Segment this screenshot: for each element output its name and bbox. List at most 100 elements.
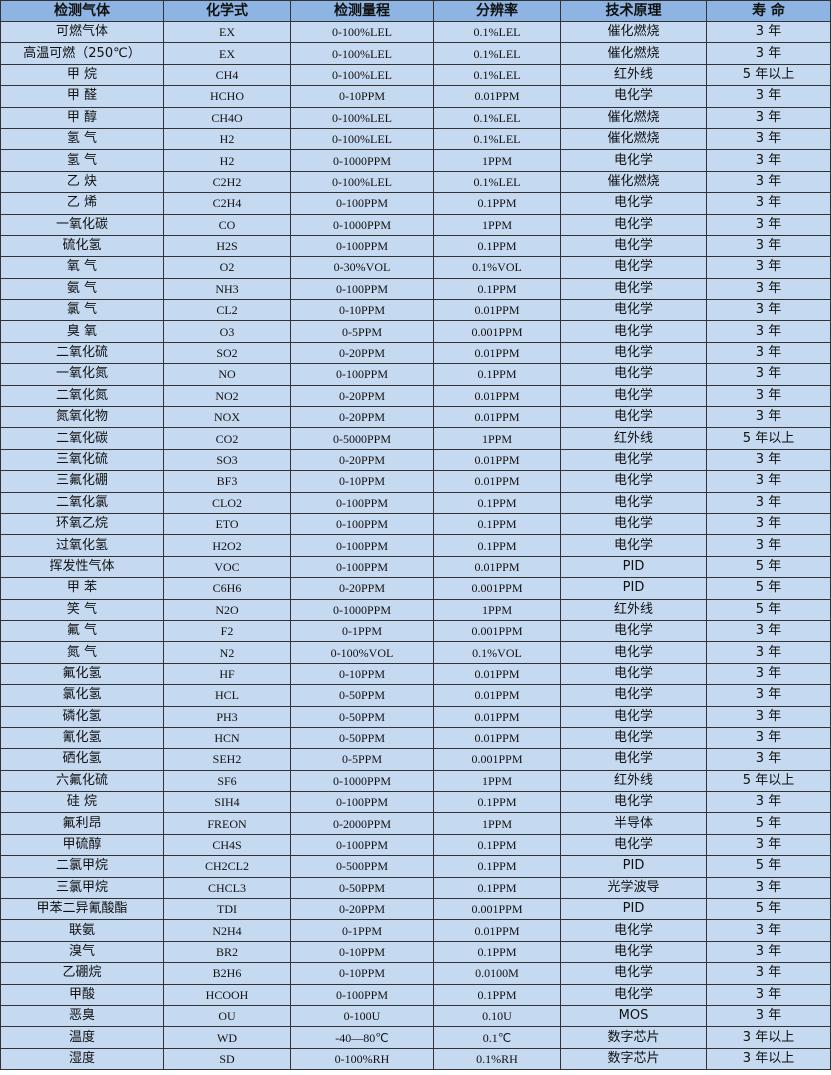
table-row: 二氯甲烷 CH2CL2 0-500PPM 0.1PPM PID 5 年 <box>0 855 831 878</box>
lifetime-cell: 3 年 <box>706 85 831 108</box>
table-row: 一氧化氮 NO 0-100PPM 0.1PPM 电化学 3 年 <box>0 363 831 386</box>
table-row: 二氧化氮 NO2 0-20PPM 0.01PPM 电化学 3 年 <box>0 384 831 408</box>
formula-cell: H2O2 <box>163 534 291 557</box>
table-row: 磷化氢 PH3 0-50PPM 0.01PPM 电化学 3 年 <box>0 705 831 728</box>
gas-cell: 硒化氢 <box>0 748 164 771</box>
principle-cell: 电化学 <box>560 662 707 686</box>
principle-cell: 红外线 <box>560 63 707 87</box>
formula-cell: SO3 <box>163 448 291 472</box>
range-cell: 0-100PPM <box>290 491 434 514</box>
lifetime-cell: 3 年 <box>706 213 831 236</box>
lifetime-cell: 3 年 <box>706 876 831 900</box>
formula-cell: O3 <box>163 320 291 343</box>
gas-cell: 湿度 <box>0 1047 164 1071</box>
gas-cell: 一氧化氮 <box>0 363 164 386</box>
resolution-cell: 0.1PPM <box>433 512 561 536</box>
lifetime-cell: 5 年以上 <box>706 427 831 450</box>
formula-cell: N2O <box>163 598 291 621</box>
range-cell: 0-20PPM <box>290 577 434 600</box>
gas-cell: 氟利昂 <box>0 812 164 835</box>
principle-cell: 催化燃烧 <box>560 127 707 151</box>
table-row: 湿度 SD 0-100%RH 0.1%RH 数字芯片 3 年以上 <box>0 1047 831 1071</box>
resolution-cell: 1PPM <box>433 598 561 621</box>
resolution-cell: 0.1PPM <box>433 234 561 258</box>
formula-cell: CHCL3 <box>163 876 291 900</box>
table-row: 一氧化碳 CO 0-1000PPM 1PPM 电化学 3 年 <box>0 213 831 236</box>
resolution-cell: 0.01PPM <box>433 470 561 493</box>
principle-cell: PID <box>560 555 707 579</box>
gas-cell: 溴气 <box>0 940 164 964</box>
table-row: 臭 氧 O3 0-5PPM 0.001PPM 电化学 3 年 <box>0 320 831 343</box>
formula-cell: N2 <box>163 641 291 664</box>
table-row: 可燃气体 EX 0-100%LEL 0.1%LEL 催化燃烧 3 年 <box>0 20 831 44</box>
formula-cell: NO2 <box>163 384 291 408</box>
lifetime-cell: 3 年 <box>706 705 831 728</box>
principle-cell: 电化学 <box>560 705 707 728</box>
formula-cell: TDI <box>163 898 291 921</box>
gas-cell: 氰化氢 <box>0 726 164 750</box>
range-cell: 0-100%VOL <box>290 641 434 664</box>
table-row: 环氧乙烷 ETO 0-100PPM 0.1PPM 电化学 3 年 <box>0 512 831 536</box>
range-cell: 0-2000PPM <box>290 812 434 835</box>
lifetime-cell: 3 年 <box>706 277 831 301</box>
range-cell: 0-20PPM <box>290 898 434 921</box>
principle-cell: PID <box>560 898 707 921</box>
table-row: 氯 气 CL2 0-10PPM 0.01PPM 电化学 3 年 <box>0 299 831 322</box>
gas-cell: 三氟化硼 <box>0 470 164 493</box>
principle-cell: 红外线 <box>560 769 707 793</box>
resolution-cell: 0.1PPM <box>433 940 561 964</box>
gas-cell: 联氨 <box>0 919 164 942</box>
gas-cell: 二氧化硫 <box>0 341 164 365</box>
resolution-cell: 0.01PPM <box>433 662 561 686</box>
resolution-cell: 0.01PPM <box>433 85 561 108</box>
principle-cell: 电化学 <box>560 919 707 942</box>
header-principle: 技术原理 <box>560 0 707 22</box>
lifetime-cell: 3 年 <box>706 256 831 279</box>
range-cell: 0-100PPM <box>290 833 434 857</box>
resolution-cell: 0.1PPM <box>433 791 561 814</box>
table-row: 硒化氢 SEH2 0-5PPM 0.001PPM 电化学 3 年 <box>0 748 831 771</box>
lifetime-cell: 3 年 <box>706 106 831 129</box>
table-row: 氢 气 H2 0-1000PPM 1PPM 电化学 3 年 <box>0 149 831 172</box>
table-row: 二氧化碳 CO2 0-5000PPM 1PPM 红外线 5 年以上 <box>0 427 831 450</box>
formula-cell: HCN <box>163 726 291 750</box>
lifetime-cell: 3 年 <box>706 791 831 814</box>
resolution-cell: 1PPM <box>433 427 561 450</box>
formula-cell: H2S <box>163 234 291 258</box>
principle-cell: 数字芯片 <box>560 1026 707 1049</box>
table-row: 三氯甲烷 CHCL3 0-50PPM 0.1PPM 光学波导 3 年 <box>0 876 831 900</box>
principle-cell: 电化学 <box>560 363 707 386</box>
table-row: 甲硫醇 CH4S 0-100PPM 0.1PPM 电化学 3 年 <box>0 833 831 857</box>
gas-cell: 氟 气 <box>0 619 164 643</box>
resolution-cell: 0.0100M <box>433 962 561 985</box>
resolution-cell: 1PPM <box>433 149 561 172</box>
formula-cell: VOC <box>163 555 291 579</box>
resolution-cell: 0.1PPM <box>433 491 561 514</box>
header-range: 检测量程 <box>290 0 434 22</box>
principle-cell: 电化学 <box>560 470 707 493</box>
resolution-cell: 0.01PPM <box>433 406 561 429</box>
resolution-cell: 0.1%LEL <box>433 20 561 44</box>
range-cell: 0-100PPM <box>290 363 434 386</box>
range-cell: 0-10PPM <box>290 85 434 108</box>
resolution-cell: 0.1%RH <box>433 1047 561 1071</box>
table-row: 六氟化硫 SF6 0-1000PPM 1PPM 红外线 5 年以上 <box>0 769 831 793</box>
range-cell: 0-20PPM <box>290 448 434 472</box>
lifetime-cell: 3 年以上 <box>706 1047 831 1071</box>
resolution-cell: 0.001PPM <box>433 619 561 643</box>
gas-cell: 恶臭 <box>0 1004 164 1028</box>
principle-cell: 电化学 <box>560 619 707 643</box>
formula-cell: SIH4 <box>163 791 291 814</box>
range-cell: 0-10PPM <box>290 962 434 985</box>
lifetime-cell: 3 年 <box>706 20 831 44</box>
resolution-cell: 0.1PPM <box>433 983 561 1006</box>
principle-cell: 光学波导 <box>560 876 707 900</box>
principle-cell: 电化学 <box>560 684 707 707</box>
range-cell: 0-100PPM <box>290 534 434 557</box>
principle-cell: 电化学 <box>560 234 707 258</box>
range-cell: 0-100PPM <box>290 277 434 301</box>
principle-cell: 电化学 <box>560 406 707 429</box>
table-row: 乙硼烷 B2H6 0-10PPM 0.0100M 电化学 3 年 <box>0 962 831 985</box>
table-row: 挥发性气体 VOC 0-100PPM 0.01PPM PID 5 年 <box>0 555 831 579</box>
